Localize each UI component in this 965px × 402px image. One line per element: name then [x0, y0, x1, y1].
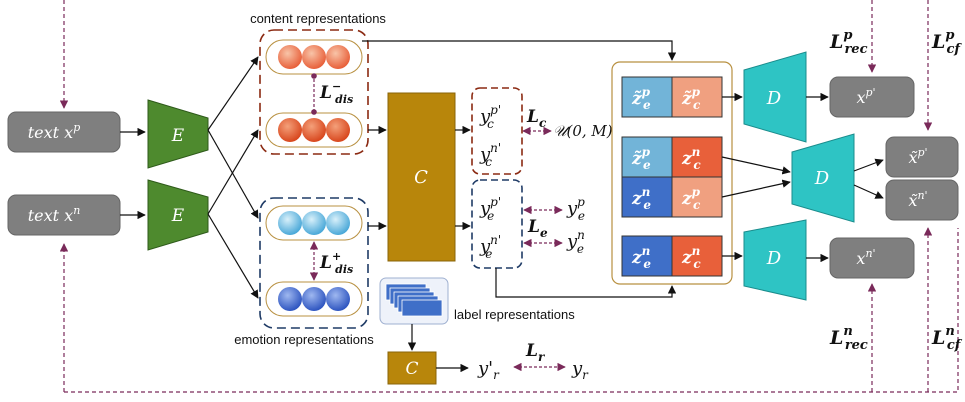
svg-text:zpc: zp c: [681, 185, 701, 212]
svg-text:x̃p': x̃p': [908, 146, 927, 167]
output-xn-rec: xn': [829, 237, 915, 279]
feedback-loop-bottom: [59, 227, 959, 393]
pred-yr: y'r: [477, 358, 500, 382]
svg-text:znc: zn c: [681, 145, 701, 172]
emotion-rep-top: [265, 205, 363, 241]
feedback-loop-top: [59, 0, 933, 131]
input-arrows: [120, 127, 146, 220]
decoder-top: D: [743, 51, 807, 143]
svg-text:z̃pc: z̃p c: [681, 85, 701, 112]
output-xn-cf: x̃n': [885, 179, 959, 221]
loss-r: Lr: [513, 341, 566, 372]
loss-rec-n: Ln rec: [829, 324, 868, 353]
content-to-latent-arrow: [362, 40, 677, 61]
target-ye-p: yp e: [566, 195, 585, 223]
svg-text:Lr: Lr: [525, 341, 546, 364]
target-uniform: 𝒰(0, M): [553, 122, 613, 140]
content-group-box: [259, 29, 369, 155]
svg-text:znc: zn c: [681, 244, 701, 271]
classifier-label: C: [387, 351, 437, 385]
encoder-output-arrows: [207, 56, 259, 299]
decoder-bottom: D: [743, 219, 807, 301]
svg-text:z̃pe: z̃p e: [631, 85, 651, 112]
output-xp-rec: xp': [829, 76, 915, 118]
classifier-input-arrows: [368, 125, 471, 231]
input-text-n: text xn: [7, 194, 121, 236]
svg-text:zne: zn e: [631, 185, 651, 212]
label-representations-label: label representations: [454, 307, 575, 322]
loss-e: Le: [523, 205, 563, 248]
svg-text:text xn: text xn: [28, 204, 81, 225]
svg-text:D: D: [814, 168, 830, 189]
loss-dis-minus: L− dis: [311, 73, 353, 115]
svg-text:D: D: [766, 248, 782, 269]
output-xp-cf: x̃p': [885, 136, 959, 178]
pred-ye-n: yn' e: [479, 233, 501, 261]
svg-text:text xp: text xp: [28, 121, 81, 142]
encoder-top: E: [147, 99, 209, 169]
svg-text:E: E: [171, 206, 185, 226]
svg-text:x̃n': x̃n': [908, 189, 927, 210]
loss-cf-n: Ln cf: [931, 324, 963, 353]
content-rep-top: [265, 39, 363, 75]
pred-yc-n: yn' c: [479, 141, 501, 169]
pred-yc-p: yp' c: [479, 103, 501, 131]
loss-rec-p: Lp rec: [829, 28, 868, 57]
decoder-output-arrows: [806, 92, 884, 263]
latent-row-1: z̃p e z̃p c: [621, 76, 723, 118]
emotion-group-box: [259, 197, 369, 329]
svg-text:L−dis: L− dis: [319, 80, 353, 106]
classifier-main: C: [387, 92, 456, 262]
loss-c: Lc: [522, 107, 552, 136]
emotion-representations-label: emotion representations: [234, 332, 374, 347]
svg-text:L+dis: L+ dis: [319, 250, 353, 276]
latent-row-3: zn e zp c: [621, 176, 723, 218]
pred-ye-p: yp' e: [479, 195, 501, 223]
svg-text:zne: zn e: [631, 244, 651, 271]
content-rep-bottom: [265, 112, 363, 148]
emotion-rep-bottom: [265, 281, 363, 317]
svg-text:z̃pe: z̃p e: [631, 145, 651, 172]
latent-row-2: z̃p e zn c: [621, 136, 723, 178]
target-ye-n: yn e: [566, 228, 585, 256]
target-yr: yr: [571, 358, 589, 382]
svg-text:E: E: [171, 126, 185, 146]
emotion-prediction-box: [471, 179, 523, 269]
content-prediction-box: [471, 87, 523, 175]
loss-cf-p: Lp cf: [931, 28, 962, 57]
label-representations-icon: [379, 277, 449, 325]
svg-text:C: C: [405, 359, 418, 379]
svg-text:xn': xn': [856, 247, 875, 268]
svg-text:xp': xp': [856, 86, 875, 107]
svg-text:D: D: [766, 88, 782, 109]
svg-text:Le: Le: [527, 217, 548, 240]
decoder-middle: D: [791, 133, 855, 223]
latent-row-4: zn e zn c: [621, 235, 723, 277]
loss-dis-plus: L+ dis: [309, 241, 353, 281]
encoder-bottom: E: [147, 179, 209, 251]
latent-to-decoder-arrows: [721, 92, 791, 261]
svg-text:C: C: [414, 167, 428, 188]
label-arrows: [407, 268, 677, 351]
svg-text:Lc: Lc: [526, 107, 547, 130]
input-text-p: text xp: [7, 111, 121, 153]
content-representations-label: content representations: [250, 11, 386, 26]
